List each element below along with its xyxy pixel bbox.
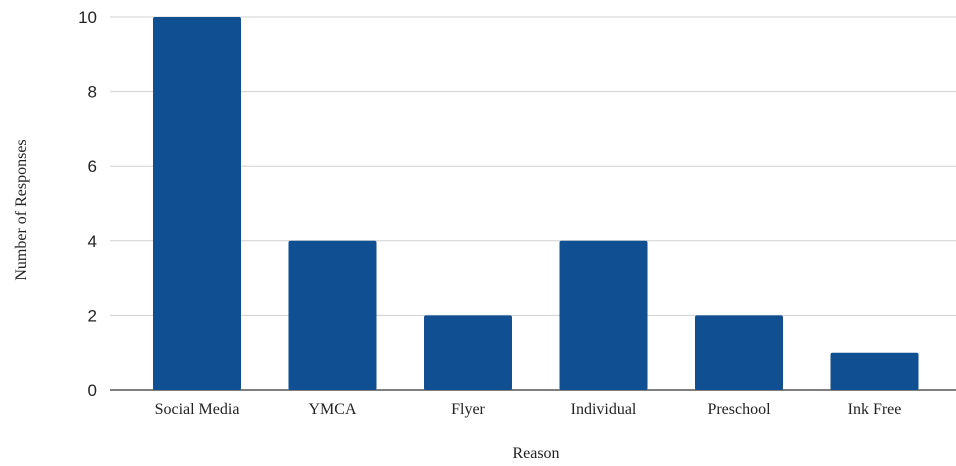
x-tick-label: YMCA (308, 401, 356, 418)
bar-preschool (695, 315, 783, 390)
bar-individual (559, 240, 648, 390)
x-axis-ticks: Social Media YMCA Flyer Individual Preschool… (155, 401, 902, 418)
y-tick-label: 8 (88, 83, 97, 102)
bar-flyer (424, 315, 512, 390)
y-tick-label: 4 (88, 232, 97, 251)
bar-social-media (153, 17, 241, 390)
y-tick-label: 2 (88, 306, 97, 325)
y-tick-label: 6 (88, 157, 97, 176)
x-tick-label: Social Media (155, 401, 240, 418)
y-tick-label: 10 (78, 8, 97, 27)
x-tick-label: Flyer (451, 401, 485, 418)
x-tick-label: Preschool (707, 401, 771, 418)
bar-ymca (288, 240, 377, 390)
bars (153, 17, 919, 390)
y-axis-ticks: 0 2 4 6 8 10 (78, 8, 97, 400)
x-tick-label: Ink Free (848, 401, 902, 418)
y-tick-label: 0 (88, 381, 97, 400)
bar-ink-free (830, 352, 919, 390)
x-axis-title: Reason (512, 445, 559, 462)
gridlines (110, 16, 956, 391)
y-axis-title: Number of Responses (13, 139, 30, 280)
x-tick-label: Individual (571, 401, 637, 418)
